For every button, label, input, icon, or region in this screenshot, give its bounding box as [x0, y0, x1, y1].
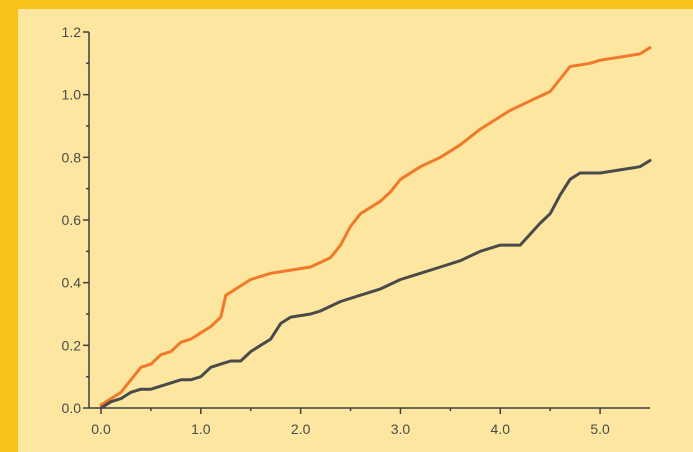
y-tick-label: 1.0 — [62, 87, 82, 103]
y-tick-label: 0.2 — [62, 337, 82, 353]
x-tick-label: 2.0 — [291, 421, 311, 437]
x-tick-label: 3.0 — [391, 421, 411, 437]
chart-series — [99, 46, 652, 410]
series-line-2 — [99, 159, 652, 410]
x-tick-label: 4.0 — [491, 421, 511, 437]
top-accent-border — [0, 0, 693, 9]
x-tick-label: 0.0 — [91, 421, 111, 437]
y-tick-label: 0.0 — [62, 400, 82, 416]
y-tick-label: 1.2 — [62, 24, 82, 40]
chart-axes: 0.0 0.2 0.4 0.6 0.8 1.0 1.2 0.0 1.0 2.0 3.0 4.0 5.0 — [62, 24, 650, 437]
series-line-1 — [99, 46, 652, 407]
left-accent-border — [0, 0, 18, 452]
y-tick-label: 0.4 — [62, 275, 82, 291]
x-tick-label: 5.0 — [590, 421, 610, 437]
y-tick-label: 0.6 — [62, 212, 82, 228]
y-tick-label: 0.8 — [62, 149, 82, 165]
x-tick-label: 1.0 — [191, 421, 211, 437]
